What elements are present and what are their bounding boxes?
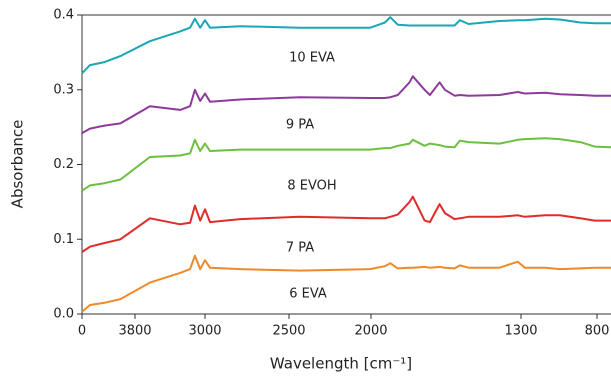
- x-tick-label: 800: [585, 324, 610, 339]
- series-label: 9 PA: [286, 118, 314, 133]
- y-tick-label: 0.2: [53, 157, 74, 172]
- y-tick-label: 0.4: [53, 8, 74, 23]
- x-tick-label: 3000: [188, 324, 221, 339]
- series-line: [81, 137, 611, 192]
- y-tick-label: 0.0: [53, 307, 74, 322]
- x-tick-label: 3800: [118, 324, 151, 339]
- series-label: 10 EVA: [289, 51, 335, 66]
- x-axis-label: Wavelength [cm⁻¹]: [270, 355, 412, 373]
- x-tick-label: 2500: [272, 324, 305, 339]
- series-line: [81, 16, 611, 74]
- y-tick-label: 0.1: [53, 232, 74, 247]
- y-axis-label: Absorbance: [9, 120, 27, 209]
- series-line: [81, 195, 611, 253]
- x-tick-label: 2000: [354, 324, 387, 339]
- series-label: 6 EVA: [289, 287, 327, 302]
- series-label: 8 EVOH: [287, 179, 336, 194]
- series-line: [81, 75, 611, 134]
- x-tick-label: 1300: [504, 324, 537, 339]
- x-tick-label: 0: [78, 324, 86, 339]
- y-tick-label: 0.3: [53, 82, 74, 97]
- series-label: 7 PA: [286, 241, 314, 256]
- series-line: [81, 254, 611, 313]
